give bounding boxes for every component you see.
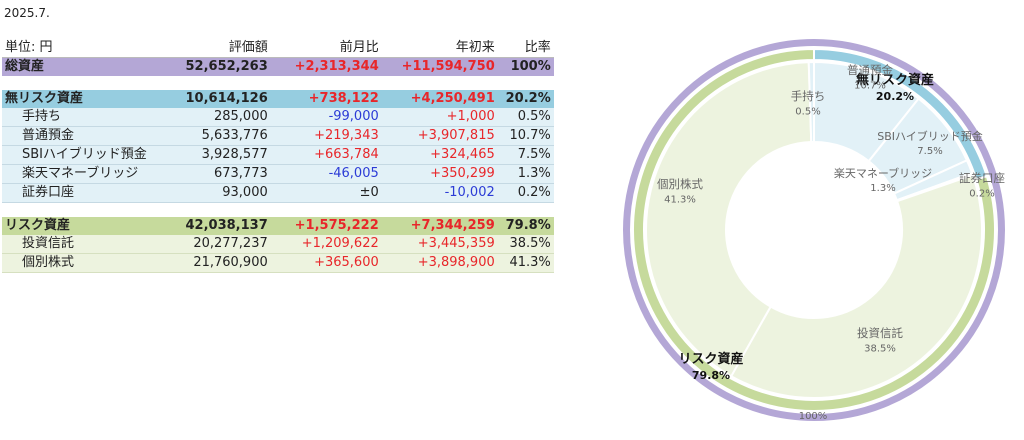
risk-valuation: 42,038,137 [149,217,271,235]
row-mom: -99,000 [270,108,382,127]
norisk-valuation: 10,614,126 [149,90,271,108]
row-ratio: 41.3% [497,253,554,273]
donut-inner-label-6: 手持ち [791,89,826,103]
donut-inner-value-1: 7.5% [917,146,942,157]
donut-inner-value-2: 1.3% [870,183,895,194]
row-mom: +663,784 [270,145,382,165]
row-label: 手持ち [2,108,150,127]
row-label: 楽天マネーブリッジ [2,164,150,184]
row-mom: ±0 [270,183,382,203]
row-mom: +365,600 [270,253,382,273]
row-label: SBIハイブリッド預金 [2,145,150,165]
table-row: SBIハイブリッド預金 3,928,577 +663,784 +324,465 … [2,145,554,165]
total-label: 総資産 [2,57,150,76]
row-valuation: 5,633,776 [149,126,271,146]
donut-inner-value-3: 0.2% [969,189,994,200]
asset-table: 単位: 円 評価額 前月比 年初来 比率 総資産 52,652,263 +2,3… [2,39,554,273]
donut-inner-label-2: 楽天マネーブリッジ [834,166,932,180]
table-row: 投資信託 20,277,237 +1,209,622 +3,445,359 38… [2,235,554,254]
row-valuation: 3,928,577 [149,145,271,165]
row-valuation: 285,000 [149,108,271,127]
risk-label: リスク資産 [2,217,150,235]
risk-assets-row: リスク資産 42,038,137 +1,575,222 +7,344,259 7… [2,217,554,235]
norisk-label: 無リスク資産 [2,90,150,108]
norisk-assets-row: 無リスク資産 10,614,126 +738,122 +4,250,491 20… [2,90,554,108]
row-label: 証券口座 [2,183,150,203]
header-ratio: 比率 [497,39,554,58]
header-ytd: 年初来 [381,39,498,58]
donut-inner-value-0: 10.7% [854,81,886,92]
norisk-mom: +738,122 [270,90,382,108]
norisk-ytd: +4,250,491 [381,90,498,108]
row-ratio: 10.7% [497,126,554,146]
row-ytd: +324,465 [381,145,498,165]
row-valuation: 21,760,900 [149,253,271,273]
header-unit: 単位: 円 [2,39,150,58]
row-ratio: 0.5% [497,108,554,127]
norisk-ratio: 20.2% [497,90,554,108]
donut-inner-value-5: 41.3% [664,195,696,206]
table-row: 普通預金 5,633,776 +219,343 +3,907,815 10.7% [2,126,554,146]
row-valuation: 20,277,237 [149,235,271,254]
row-mom: +1,209,622 [270,235,382,254]
row-ytd: +3,907,815 [381,126,498,146]
header-valuation: 評価額 [149,39,271,58]
header-mom: 前月比 [270,39,382,58]
row-label: 投資信託 [2,235,150,254]
total-ratio: 100% [497,57,554,76]
donut-inner-slice-5 [645,61,813,378]
donut-middle-value-1: 79.8% [692,369,730,382]
table-row: 証券口座 93,000 ±0 -10,002 0.2% [2,183,554,203]
row-valuation: 93,000 [149,183,271,203]
total-valuation: 52,652,263 [149,57,271,76]
donut-middle-label-0: 無リスク資産 [856,72,934,88]
row-ytd: -10,002 [381,183,498,203]
donut-inner-label-5: 個別株式 [657,177,703,191]
risk-ytd: +7,344,259 [381,217,498,235]
donut-middle-label-1: リスク資産 [678,351,743,367]
row-valuation: 673,773 [149,164,271,184]
donut-inner-slice-6 [807,60,815,144]
row-mom: -46,005 [270,164,382,184]
total-assets-row: 総資産 52,652,263 +2,313,344 +11,594,750 10… [2,57,554,76]
donut-middle-value-0: 20.2% [876,90,914,103]
row-ytd: +1,000 [381,108,498,127]
table-row: 個別株式 21,760,900 +365,600 +3,898,900 41.3… [2,253,554,273]
row-label: 普通預金 [2,126,150,146]
row-ratio: 0.2% [497,183,554,203]
risk-mom: +1,575,222 [270,217,382,235]
row-ratio: 7.5% [497,145,554,165]
donut-inner-value-6: 0.5% [795,107,820,118]
risk-ratio: 79.8% [497,217,554,235]
table-row: 手持ち 285,000 -99,000 +1,000 0.5% [2,108,554,127]
total-ytd: +11,594,750 [381,57,498,76]
donut-inner-slice-4 [729,173,983,399]
allocation-donut-chart: 100% 無リスク資産 20.2% リスク資産 79.8% 普通預金 10.7% SBIハイブ… [620,37,1008,423]
row-ratio: 38.5% [497,235,554,254]
row-mom: +219,343 [270,126,382,146]
row-ratio: 1.3% [497,164,554,184]
donut-inner-label-1: SBIハイブリッド預金 [877,129,983,143]
row-ytd: +350,299 [381,164,498,184]
donut-outer-slice-0 [620,37,1008,423]
table-row: 楽天マネーブリッジ 673,773 -46,005 +350,299 1.3% [2,164,554,184]
report-date: 2025.7. [4,6,50,20]
total-mom: +2,313,344 [270,57,382,76]
donut-inner-label-3: 証券口座 [959,171,1005,185]
donut-inner-label-4: 投資信託 [857,326,903,340]
row-label: 個別株式 [2,253,150,273]
row-ytd: +3,445,359 [381,235,498,254]
donut-outer-value-0: 100% [799,411,828,422]
donut-inner-label-0: 普通預金 [847,63,893,77]
row-ytd: +3,898,900 [381,253,498,273]
table-header-row: 単位: 円 評価額 前月比 年初来 比率 [2,39,554,58]
donut-middle-slice-1 [632,47,996,412]
donut-inner-value-4: 38.5% [864,344,896,355]
